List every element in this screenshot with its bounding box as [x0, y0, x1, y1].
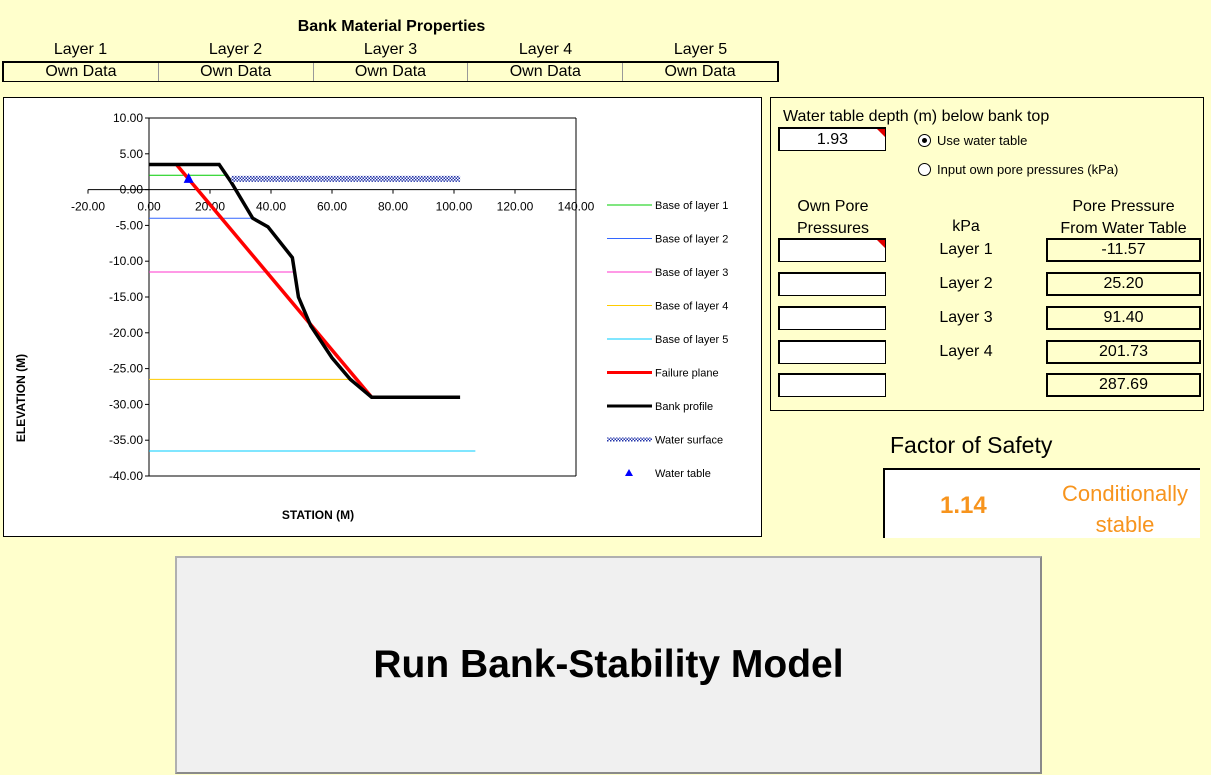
own-pore-input-layer-3[interactable]: [778, 306, 886, 330]
own-pore-header-line-1: Own Pore: [797, 198, 869, 215]
pore-from-wt-layer-2: 25.20: [1046, 272, 1201, 296]
x-tick-label: 40.00: [256, 200, 286, 214]
pore-row-label-layer-1: Layer 1: [939, 241, 993, 258]
x-tick-label: 100.00: [436, 200, 473, 214]
x-tick-label: -20.00: [71, 200, 105, 214]
comment-indicator-icon: [877, 240, 885, 248]
pore-row-label-layer-2: Layer 2: [939, 275, 993, 292]
water-table-panel: Water table depth (m) below bank top 1.9…: [770, 97, 1204, 411]
legend-water-surface-swatch: [607, 437, 652, 442]
pore-pressure-wt-header-line-1: Pore Pressure: [1072, 198, 1175, 215]
y-tick-label: 5.00: [120, 147, 144, 161]
layer-2-header: Layer 2: [208, 41, 263, 58]
bank-material-title: Bank Material Properties: [297, 18, 486, 35]
water-table-depth-value: 1.93: [816, 131, 849, 148]
pore-from-wt-layer-4: 201.73: [1046, 340, 1201, 364]
layer-5-material-cell[interactable]: Own Data: [664, 63, 736, 80]
own-pore-input-layer-4[interactable]: [778, 340, 886, 364]
y-tick-label: -30.00: [109, 397, 143, 411]
layer-material-row: Own Data Own Data Own Data Own Data Own …: [2, 61, 779, 82]
bank-profile-line: [149, 162, 461, 399]
legend-base-of-layer-4-label: Base of layer 4: [655, 301, 728, 313]
y-tick-label: -10.00: [109, 254, 143, 268]
y-tick-label: -5.00: [116, 218, 144, 232]
legend-base-of-layer-1-label: Base of layer 1: [655, 200, 728, 212]
y-tick-label: -15.00: [109, 290, 143, 304]
layer-3-material-cell[interactable]: Own Data: [314, 63, 469, 81]
pore-from-wt-layer-5: 287.69: [1046, 373, 1201, 397]
water-table-depth-input[interactable]: 1.93: [778, 127, 886, 151]
legend-base-of-layer-2-label: Base of layer 2: [655, 234, 728, 246]
own-pore-header: Own Pore Pressures: [779, 196, 887, 240]
factor-of-safety-value: 1.14: [940, 492, 987, 519]
x-tick-label: 0.00: [137, 200, 161, 214]
use-water-table-label: Use water table: [937, 133, 1028, 148]
factor-of-safety-title: Factor of Safety: [890, 432, 1053, 458]
own-pore-input-layer-5[interactable]: [778, 373, 886, 397]
x-tick-label: 120.00: [497, 200, 534, 214]
pore-from-wt-layer-3: 91.40: [1046, 306, 1201, 330]
layer-4-header: Layer 4: [518, 41, 573, 58]
own-pore-pressures-label: Input own pore pressures (kPa): [937, 162, 1119, 177]
factor-of-safety-box: 1.14 Conditionally stable: [883, 468, 1200, 538]
legend-base-of-layer-5-label: Base of layer 5: [655, 334, 728, 346]
bank-profile-chart: 10.00 5.00 0.00 -5.00 -10.00 -15.00 -20.00 -25.…: [3, 97, 762, 537]
pore-pressure-wt-header-line-2: From Water Table: [1060, 220, 1187, 237]
legend-water-table-swatch: [625, 469, 633, 476]
legend-failure-plane-label: Failure plane: [655, 368, 719, 380]
legend-water-surface-label: Water surface: [655, 435, 723, 447]
y-tick-label: -20.00: [109, 326, 143, 340]
pore-pressure-wt-header: Pore Pressure From Water Table: [1046, 196, 1201, 240]
kpa-header: kPa: [952, 218, 980, 235]
y-tick-label: -35.00: [109, 433, 143, 447]
chart-ylabel: ELEVATION (M): [14, 354, 28, 442]
x-tick-label: 140.00: [558, 200, 595, 214]
y-tick-label: -40.00: [109, 469, 143, 483]
comment-indicator-icon: [877, 129, 885, 137]
layer-5-header: Layer 5: [673, 41, 728, 58]
legend-water-table-label: Water table: [655, 468, 711, 480]
y-tick-label: 10.00: [113, 111, 143, 125]
failure-plane-line: [175, 163, 373, 399]
own-pore-pressures-radio[interactable]: [918, 163, 931, 176]
legend-bank-profile-label: Bank profile: [655, 401, 713, 413]
water-surface-line: [231, 175, 461, 182]
x-tick-label: 60.00: [317, 200, 347, 214]
layer-1-material-cell[interactable]: Own Data: [4, 63, 159, 81]
own-pore-input-layer-2[interactable]: [778, 272, 886, 296]
y-tick-label: 0.00: [120, 183, 144, 197]
legend-base-of-layer-3-label: Base of layer 3: [655, 267, 728, 279]
y-tick-label: -25.00: [109, 362, 143, 376]
chart-xlabel: STATION (M): [282, 508, 354, 522]
water-table-marker: [183, 172, 194, 183]
chart-svg: 10.00 5.00 0.00 -5.00 -10.00 -15.00 -20.00 -25.…: [14, 111, 728, 522]
x-tick-label: 80.00: [378, 200, 408, 214]
use-water-table-radio[interactable]: [918, 134, 931, 147]
layer-3-header: Layer 3: [363, 41, 418, 58]
water-table-depth-label: Water table depth (m) below bank top: [783, 108, 1050, 125]
pore-from-wt-layer-1: -11.57: [1046, 238, 1201, 262]
layer-2-material-cell[interactable]: Own Data: [159, 63, 314, 81]
run-model-button[interactable]: Run Bank-Stability Model: [175, 556, 1042, 774]
own-pore-header-line-2: Pressures: [796, 220, 870, 237]
layer-4-material-cell[interactable]: Own Data: [468, 63, 624, 81]
pore-row-label-layer-4: Layer 4: [939, 343, 993, 360]
stability-status: Conditionally stable: [1062, 481, 1188, 537]
layer-1-header: Layer 1: [53, 41, 108, 58]
own-pore-input-layer-1[interactable]: [778, 238, 886, 262]
pore-row-label-layer-3: Layer 3: [939, 309, 993, 326]
